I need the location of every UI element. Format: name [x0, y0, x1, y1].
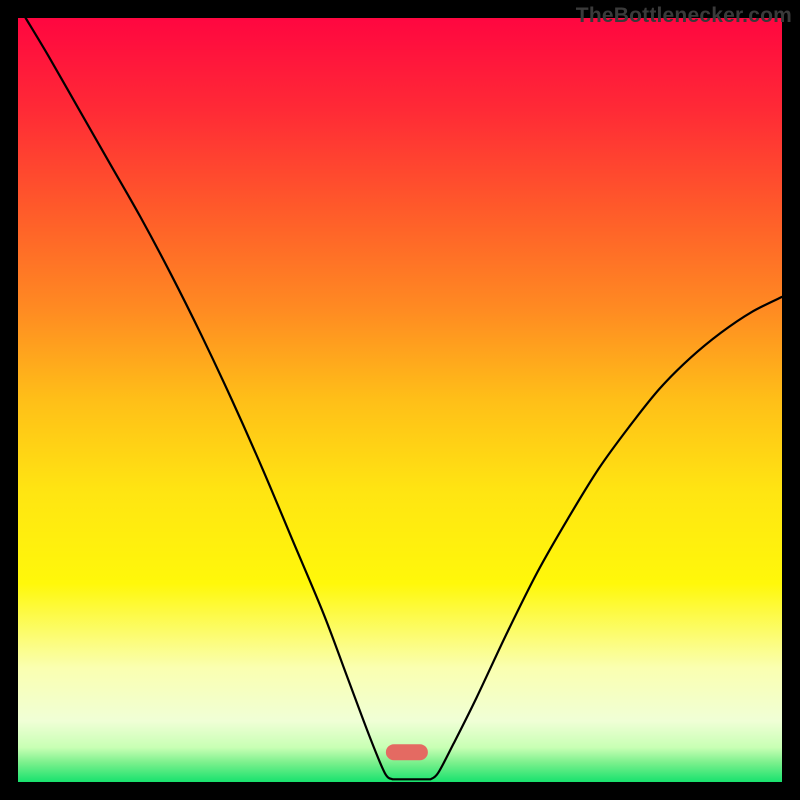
bottleneck-chart [0, 0, 800, 800]
chart-gradient-background [18, 18, 782, 782]
optimal-marker [386, 744, 428, 760]
watermark-text: TheBottlenecker.com [576, 4, 792, 28]
